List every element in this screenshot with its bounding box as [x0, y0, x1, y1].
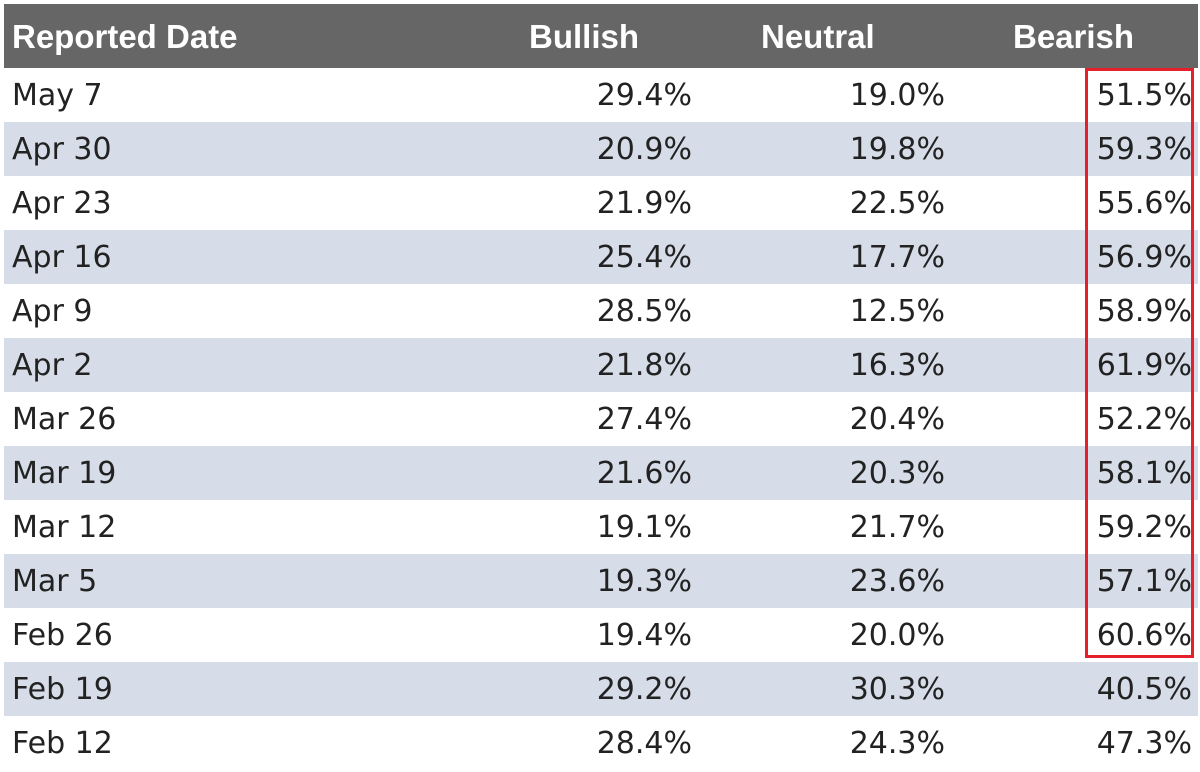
- neutral-cell: 16.3%: [849, 348, 945, 383]
- neutral-cell: 20.4%: [849, 402, 945, 437]
- bearish-cell: 58.1%: [1096, 456, 1192, 491]
- bearish-cell: 59.3%: [1096, 132, 1192, 167]
- bullish-cell: 20.9%: [596, 132, 692, 167]
- date-cell: Apr 2: [12, 348, 93, 383]
- bullish-cell: 19.3%: [596, 564, 692, 599]
- table-row: Apr 30 20.9% 19.8% 59.3%: [4, 122, 1198, 176]
- date-cell: Mar 19: [12, 456, 117, 491]
- table-row: Apr 16 25.4% 17.7% 56.9%: [4, 230, 1198, 284]
- bearish-cell: 51.5%: [1096, 78, 1192, 113]
- bullish-cell: 19.1%: [596, 510, 692, 545]
- table-row: Mar 26 27.4% 20.4% 52.2%: [4, 392, 1198, 446]
- date-cell: Feb 26: [12, 618, 113, 653]
- date-cell: Apr 23: [12, 186, 112, 221]
- neutral-cell: 17.7%: [849, 240, 945, 275]
- bearish-cell: 56.9%: [1096, 240, 1192, 275]
- table-row: Feb 12 28.4% 24.3% 47.3%: [4, 716, 1198, 770]
- bullish-cell: 27.4%: [596, 402, 692, 437]
- table-row: Apr 23 21.9% 22.5% 55.6%: [4, 176, 1198, 230]
- bearish-cell: 47.3%: [1096, 726, 1192, 761]
- bullish-cell: 28.5%: [596, 294, 692, 329]
- neutral-cell: 22.5%: [849, 186, 945, 221]
- bullish-cell: 29.4%: [596, 78, 692, 113]
- bearish-cell: 61.9%: [1096, 348, 1192, 383]
- neutral-cell: 23.6%: [849, 564, 945, 599]
- table-row: May 7 29.4% 19.0% 51.5%: [4, 68, 1198, 122]
- table-header: Reported Date Bullish Neutral Bearish: [4, 4, 1198, 68]
- header-neutral: Neutral: [761, 18, 875, 55]
- date-cell: Feb 12: [12, 726, 113, 761]
- table-row: Apr 9 28.5% 12.5% 58.9%: [4, 284, 1198, 338]
- table-row: Feb 19 29.2% 30.3% 40.5%: [4, 662, 1198, 716]
- bullish-cell: 21.6%: [596, 456, 692, 491]
- date-cell: Apr 30: [12, 132, 112, 167]
- date-cell: Mar 5: [12, 564, 98, 599]
- date-cell: Mar 12: [12, 510, 117, 545]
- bearish-cell: 55.6%: [1096, 186, 1192, 221]
- header-reported-date: Reported Date: [12, 18, 238, 55]
- date-cell: Mar 26: [12, 402, 117, 437]
- table-row: Apr 2 21.8% 16.3% 61.9%: [4, 338, 1198, 392]
- header-bearish: Bearish: [1013, 18, 1135, 55]
- table-body: May 7 29.4% 19.0% 51.5% Apr 30 20.9% 19.8% 59.3…: [4, 68, 1198, 770]
- neutral-cell: 30.3%: [849, 672, 945, 707]
- table-row: Mar 12 19.1% 21.7% 59.2%: [4, 500, 1198, 554]
- bearish-cell: 60.6%: [1096, 618, 1192, 653]
- date-cell: Apr 9: [12, 294, 93, 329]
- bearish-cell: 59.2%: [1096, 510, 1192, 545]
- bearish-cell: 40.5%: [1096, 672, 1192, 707]
- bearish-cell: 57.1%: [1096, 564, 1192, 599]
- table-row: Feb 26 19.4% 20.0% 60.6%: [4, 608, 1198, 662]
- date-cell: Feb 19: [12, 672, 113, 707]
- neutral-cell: 20.0%: [849, 618, 945, 653]
- bearish-cell: 52.2%: [1096, 402, 1192, 437]
- sentiment-table: Reported Date Bullish Neutral Bearish Ma…: [4, 4, 1198, 770]
- bullish-cell: 25.4%: [596, 240, 692, 275]
- neutral-cell: 24.3%: [849, 726, 945, 761]
- neutral-cell: 12.5%: [849, 294, 945, 329]
- header-bullish: Bullish: [529, 18, 640, 55]
- bearish-cell: 58.9%: [1096, 294, 1192, 329]
- bullish-cell: 21.8%: [596, 348, 692, 383]
- bullish-cell: 28.4%: [596, 726, 692, 761]
- date-cell: Apr 16: [12, 240, 112, 275]
- neutral-cell: 19.0%: [849, 78, 945, 113]
- table-row: Mar 19 21.6% 20.3% 58.1%: [4, 446, 1198, 500]
- bullish-cell: 19.4%: [596, 618, 692, 653]
- neutral-cell: 19.8%: [849, 132, 945, 167]
- bullish-cell: 21.9%: [596, 186, 692, 221]
- table-row: Mar 5 19.3% 23.6% 57.1%: [4, 554, 1198, 608]
- neutral-cell: 21.7%: [849, 510, 945, 545]
- neutral-cell: 20.3%: [849, 456, 945, 491]
- date-cell: May 7: [12, 78, 103, 113]
- bullish-cell: 29.2%: [596, 672, 692, 707]
